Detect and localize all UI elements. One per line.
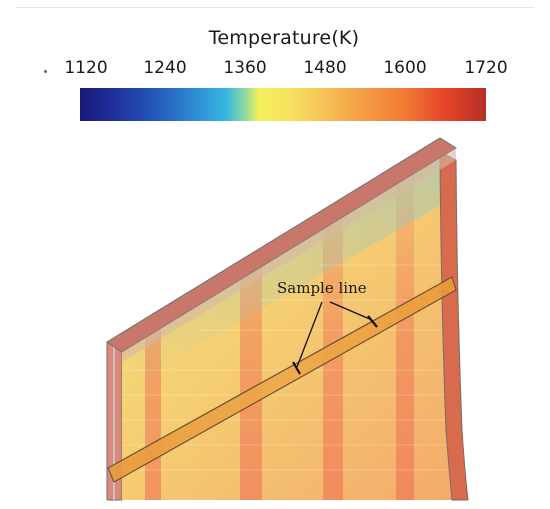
legend-tick: 1600: [383, 58, 427, 78]
sample-line-marker: [367, 315, 378, 328]
hot-stripe: [396, 160, 414, 500]
temperature-colorbar: [80, 88, 486, 121]
sample-line-label: Sample line: [277, 279, 367, 297]
top-divider: [16, 7, 534, 8]
legend-tick: 1480: [303, 58, 347, 78]
annotation-leader: [329, 301, 373, 321]
sample-line-marker: [292, 361, 301, 375]
legend-tick: 1240: [143, 58, 187, 78]
legend-tick: 1360: [223, 58, 267, 78]
annotation-leader: [296, 301, 323, 368]
legend-tick: 1720: [464, 58, 508, 78]
legend-title: Temperature(K): [208, 27, 360, 49]
legend-tick: 1120: [64, 58, 108, 78]
hot-stripe: [240, 160, 262, 500]
legend-marker-dot: [44, 70, 47, 73]
plate-right-edge: [439, 151, 469, 501]
